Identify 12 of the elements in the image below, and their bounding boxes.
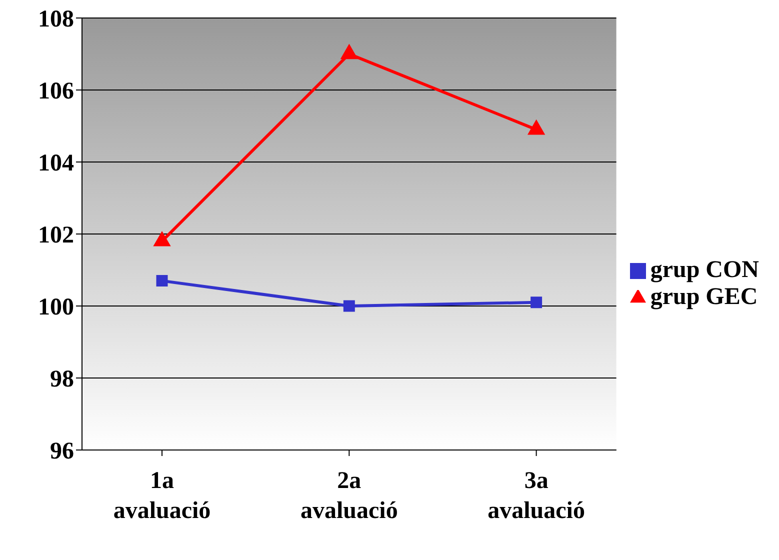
legend-label: grup CON (650, 257, 759, 283)
y-tick-label: 108 (38, 6, 74, 33)
y-tick-label: 100 (38, 294, 74, 321)
legend-label: grup GEC (650, 284, 758, 310)
y-tick-label: 98 (50, 366, 74, 393)
y-tick-label: 104 (38, 150, 74, 177)
y-tick-label: 106 (38, 78, 74, 105)
x-tick-label: 3a avaluació (488, 468, 585, 524)
y-tick-label: 96 (50, 438, 74, 465)
x-tick-label: 1a avaluació (113, 468, 211, 524)
x-tick-label: 2a avaluació (300, 468, 398, 524)
y-tick-label: 102 (38, 222, 74, 249)
